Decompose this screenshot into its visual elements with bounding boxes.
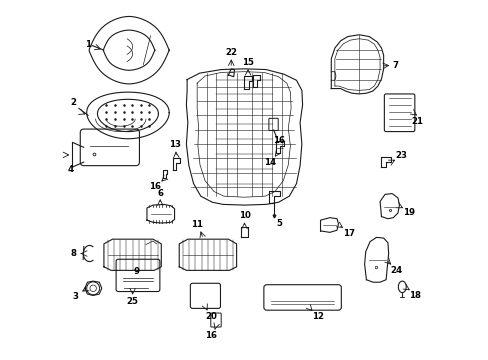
Text: 20: 20 xyxy=(205,312,217,321)
Text: 7: 7 xyxy=(391,61,397,70)
Text: 13: 13 xyxy=(168,140,180,149)
Text: 10: 10 xyxy=(238,211,250,220)
Text: 12: 12 xyxy=(311,312,323,321)
Text: 21: 21 xyxy=(410,117,423,126)
Text: 8: 8 xyxy=(70,249,76,258)
Text: 5: 5 xyxy=(276,219,282,228)
Text: 23: 23 xyxy=(395,151,407,160)
Text: 11: 11 xyxy=(191,220,203,229)
Text: 17: 17 xyxy=(343,229,355,238)
Text: 22: 22 xyxy=(225,48,237,57)
Text: 6: 6 xyxy=(157,189,163,198)
Text: 3: 3 xyxy=(73,292,79,301)
Text: 2: 2 xyxy=(70,98,76,107)
Text: 1: 1 xyxy=(85,40,91,49)
Text: 16: 16 xyxy=(272,136,284,145)
Text: 9: 9 xyxy=(134,267,140,276)
Text: 18: 18 xyxy=(408,291,420,300)
Text: 24: 24 xyxy=(390,266,402,275)
Text: 25: 25 xyxy=(126,297,138,306)
Text: 16: 16 xyxy=(148,182,161,191)
Text: 14: 14 xyxy=(263,158,275,167)
Text: 16: 16 xyxy=(205,332,217,341)
Text: 4: 4 xyxy=(67,166,74,175)
Text: 19: 19 xyxy=(402,208,414,217)
Text: 15: 15 xyxy=(242,58,253,67)
